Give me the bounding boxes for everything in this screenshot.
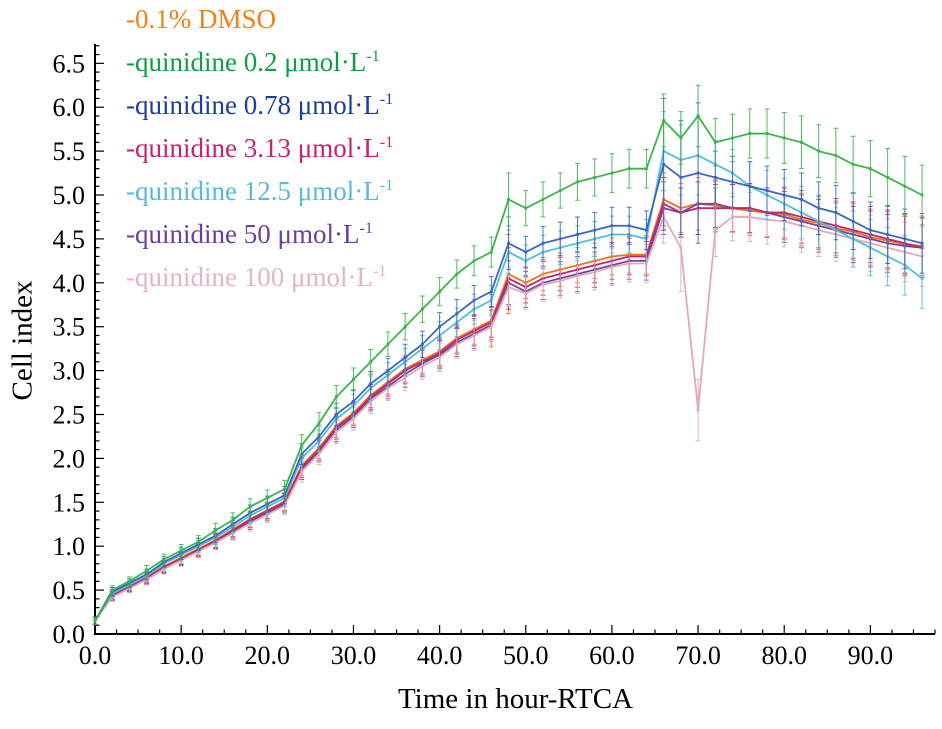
- x-tick-label: 10.0: [158, 641, 204, 670]
- y-tick-label: 6.5: [53, 49, 86, 78]
- legend-item: -quinidine 50 μmol·L-1: [126, 219, 373, 249]
- legend-superscript: -1: [379, 133, 394, 151]
- y-tick-label: 2.5: [53, 401, 86, 430]
- x-tick-label: 50.0: [503, 641, 549, 670]
- legend-superscript: -1: [366, 47, 380, 65]
- y-tick-label: 1.0: [53, 532, 86, 561]
- y-axis-title-wrap: Cell index: [0, 20, 46, 660]
- y-tick-label: 1.5: [53, 488, 86, 517]
- y-axis-ticks: [95, 45, 104, 635]
- y-tick-label: 0.0: [53, 620, 86, 649]
- y-tick-label: 4.0: [53, 269, 86, 298]
- x-tick-labels: 0.0 10.0 20.0 30.0 40.0 50.0 60.0 70.0 80.0 90.0: [79, 641, 893, 670]
- y-tick-label: 5.0: [53, 181, 86, 210]
- x-axis-ticks: [94, 625, 936, 634]
- legend-superscript: -1: [379, 90, 394, 108]
- x-tick-label: 70.0: [675, 641, 721, 670]
- legend-item: -quinidine 12.5 μmol·L-1: [126, 176, 394, 206]
- y-tick-label: 4.5: [53, 225, 86, 254]
- legend-item: -quinidine 0.78 μmol·L-1: [126, 90, 394, 120]
- x-tick-label: 60.0: [589, 641, 635, 670]
- y-tick-label: 5.5: [53, 137, 86, 166]
- series-quinidine-0.2-umol-l: [92, 84, 925, 625]
- y-tick-label: 2.0: [53, 444, 86, 473]
- y-tick-labels: 0.0 0.5 1.0 1.5 2.0 2.5 3.0 3.5 4.0 4.5 5.0 5.5 6.0 6…: [53, 49, 86, 649]
- legend-superscript: -1: [379, 176, 394, 194]
- legend-item: -quinidine 3.13 μmol·L-1: [126, 133, 394, 163]
- x-tick-label: 40.0: [417, 641, 463, 670]
- x-tick-label: 0.0: [79, 641, 112, 670]
- legend-superscript: -1: [372, 262, 387, 280]
- y-axis-title: Cell index: [6, 279, 39, 401]
- x-tick-label: 80.0: [761, 641, 807, 670]
- x-tick-label: 20.0: [245, 641, 291, 670]
- legend-item: -quinidine 0.2 μmol·L-1: [126, 47, 380, 77]
- y-tick-label: 0.5: [53, 576, 86, 605]
- y-tick-label: 6.0: [53, 93, 86, 122]
- x-axis-title: Time in hour-RTCA: [397, 683, 634, 715]
- y-tick-label: 3.0: [53, 357, 86, 386]
- y-tick-label: 3.5: [53, 313, 86, 342]
- legend-item: -0.1% DMSO: [126, 4, 277, 34]
- legend: -0.1% DMSO -quinidine 0.2 μmol·L-1 -quinid…: [126, 1, 393, 296]
- x-tick-label: 30.0: [331, 641, 377, 670]
- legend-superscript: -1: [359, 219, 373, 237]
- x-tick-label: 90.0: [848, 641, 894, 670]
- legend-item: -quinidine 100 μmol·L-1: [126, 262, 387, 292]
